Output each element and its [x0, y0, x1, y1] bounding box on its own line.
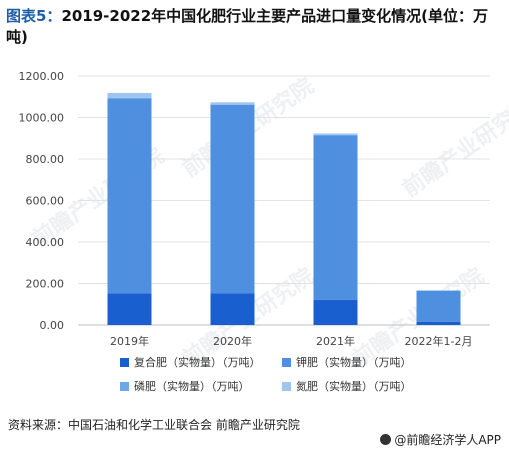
- legend-swatch: [120, 382, 129, 391]
- legend-label: 氮肥（实物量）（万吨）: [296, 379, 412, 393]
- legend-swatch: [282, 382, 291, 391]
- bar-segment: [313, 133, 358, 135]
- brand-logo-icon: [380, 434, 392, 445]
- bar-segment: [107, 293, 152, 325]
- y-tick-label: 800.00: [26, 153, 65, 166]
- x-tick-label: 2021年: [316, 334, 355, 348]
- x-tick-label: 2020年: [213, 334, 252, 348]
- y-tick-label: 0.00: [40, 319, 65, 332]
- y-tick-label: 600.00: [26, 195, 65, 208]
- y-tick-label: 1200.00: [19, 70, 65, 83]
- bar-segment: [210, 104, 255, 294]
- legend-label: 磷肥（实物量）（万吨）: [134, 379, 250, 393]
- stacked-bar-chart: 0.00 200.00 400.00 600.00 800.00 1000.00 1200.…: [19, 70, 490, 393]
- title-prefix: 图表5：: [6, 7, 62, 25]
- bar-segment: [416, 290, 461, 322]
- x-axis-labels: 2019年 2020年 2021年 2022年1-2月: [110, 334, 472, 348]
- y-tick-label: 1000.00: [19, 112, 65, 125]
- x-tick-label: 2022年1-2月: [405, 334, 473, 348]
- y-axis-ticks: 0.00 200.00 400.00 600.00 800.00 1000.00 1200.…: [19, 70, 65, 332]
- bar-segment: [107, 98, 152, 294]
- bar-segment: [210, 102, 255, 105]
- bar-segment: [416, 321, 461, 325]
- bar-segment: [313, 299, 358, 325]
- title-text: 2019-2022年中国化肥行业主要产品进口量变化情况(单位：万吨): [6, 7, 489, 46]
- bar-segment: [107, 93, 152, 98]
- source-note: 资料来源：中国石油和化学工业联合会 前瞻产业研究院: [8, 418, 300, 432]
- bar-segment: [107, 97, 152, 99]
- legend-swatch: [120, 358, 129, 367]
- footer-brand: @前瞻经济学人APP: [380, 431, 501, 448]
- legend: 复合肥（实物量）（万吨） 钾肥（实物量）（万吨） 磷肥（实物量）（万吨） 氮肥（实物量…: [120, 355, 412, 393]
- bar-segment: [416, 290, 461, 291]
- x-tick-label: 2019年: [110, 334, 149, 348]
- legend-label: 钾肥（实物量）（万吨）: [296, 355, 412, 369]
- y-tick-label: 200.00: [26, 278, 65, 291]
- legend-swatch: [282, 358, 291, 367]
- bar-segment: [210, 104, 255, 105]
- footer-brand-text: @前瞻经济学人APP: [394, 433, 501, 447]
- bars: [107, 93, 461, 325]
- bar-segment: [210, 293, 255, 325]
- chart-title: 图表5：2019-2022年中国化肥行业主要产品进口量变化情况(单位：万吨): [6, 6, 503, 48]
- y-tick-label: 400.00: [26, 236, 65, 249]
- bar-segment: [313, 135, 358, 300]
- legend-label: 复合肥（实物量）（万吨）: [134, 355, 261, 369]
